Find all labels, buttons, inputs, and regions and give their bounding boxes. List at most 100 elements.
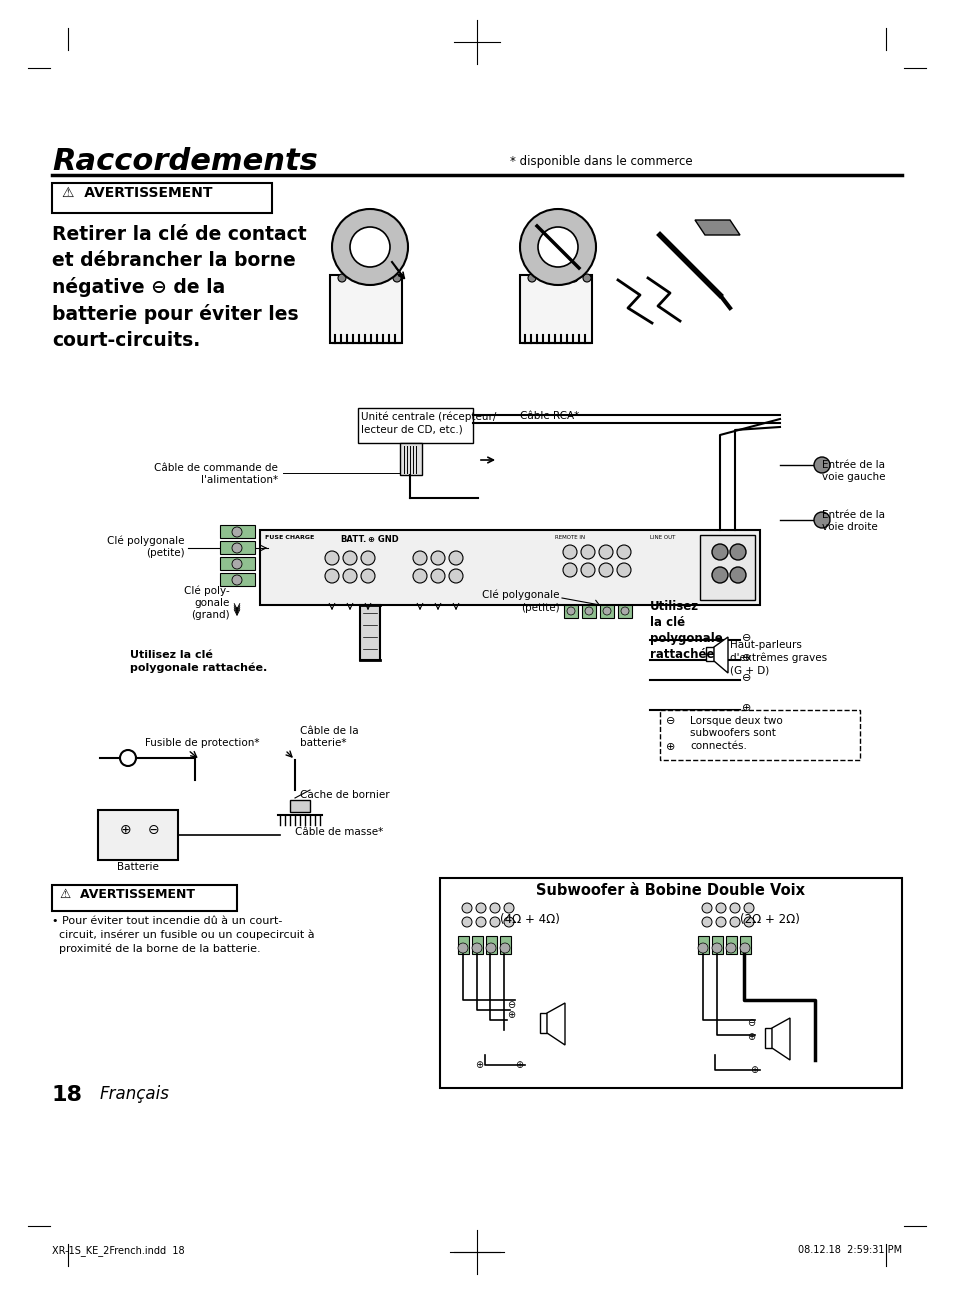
Circle shape [519, 210, 596, 285]
Circle shape [598, 545, 613, 559]
Bar [725, 936, 737, 954]
Text: ⊕: ⊕ [665, 741, 675, 752]
Text: Lorsque deux two
subwoofers sont
connectés.: Lorsque deux two subwoofers sont connect… [689, 716, 781, 751]
Text: Unité centrale (récepteur/
lecteur de CD, etc.): Unité centrale (récepteur/ lecteur de CD… [360, 411, 496, 435]
Text: Entrée de la
voie gauche: Entrée de la voie gauche [821, 459, 884, 483]
Circle shape [602, 607, 610, 615]
Circle shape [325, 569, 338, 584]
Polygon shape [695, 220, 740, 236]
Circle shape [232, 543, 242, 553]
Circle shape [413, 551, 427, 565]
Circle shape [393, 274, 400, 282]
Text: Raccordements: Raccordements [52, 148, 317, 176]
Circle shape [232, 559, 242, 569]
Bar [472, 936, 482, 954]
Circle shape [743, 917, 753, 927]
Text: ⊕: ⊕ [741, 653, 751, 663]
Circle shape [711, 543, 727, 560]
Text: 18: 18 [52, 1084, 83, 1105]
Text: Cache de bornier: Cache de bornier [299, 791, 389, 800]
Circle shape [556, 274, 563, 282]
Circle shape [449, 569, 462, 584]
Bar [700, 534, 754, 600]
Circle shape [476, 917, 485, 927]
Text: ⊕: ⊕ [475, 1060, 482, 1070]
Circle shape [701, 917, 711, 927]
Bar [659, 710, 859, 760]
Bar [98, 810, 178, 861]
Bar [519, 276, 592, 343]
Bar [698, 936, 708, 954]
Circle shape [701, 903, 711, 914]
Circle shape [332, 210, 408, 285]
Text: Fusible de protection*: Fusible de protection* [145, 738, 259, 748]
Bar [220, 525, 254, 538]
Text: ⊕: ⊕ [120, 823, 132, 837]
Text: 08.12.18  2:59:31 PM: 08.12.18 2:59:31 PM [797, 1245, 901, 1255]
Circle shape [325, 551, 338, 565]
Bar [618, 606, 631, 619]
Bar [499, 936, 511, 954]
Text: FUSE CHARGE: FUSE CHARGE [265, 534, 314, 540]
Circle shape [503, 903, 514, 914]
Circle shape [503, 917, 514, 927]
Text: Câble de masse*: Câble de masse* [294, 827, 383, 837]
Circle shape [729, 903, 740, 914]
Circle shape [537, 226, 578, 267]
Circle shape [729, 543, 745, 560]
Circle shape [620, 607, 628, 615]
Bar [399, 443, 421, 475]
Bar [599, 606, 614, 619]
Polygon shape [546, 1003, 564, 1046]
Circle shape [490, 917, 499, 927]
Circle shape [476, 903, 485, 914]
Text: Utilisez
la clé
polygonale
rattachée.: Utilisez la clé polygonale rattachée. [649, 600, 722, 661]
Circle shape [360, 569, 375, 584]
Bar [581, 606, 596, 619]
Text: ⚠  AVERTISSEMENT: ⚠ AVERTISSEMENT [62, 186, 213, 201]
Text: Entrée de la
voie droite: Entrée de la voie droite [821, 510, 884, 532]
Text: ⊕ GND: ⊕ GND [368, 534, 398, 543]
Bar [705, 647, 713, 661]
Circle shape [366, 274, 374, 282]
Bar [52, 885, 236, 911]
Text: BATT.: BATT. [339, 534, 366, 543]
Circle shape [490, 903, 499, 914]
Circle shape [716, 903, 725, 914]
Circle shape [562, 563, 577, 577]
Circle shape [343, 551, 356, 565]
Circle shape [120, 751, 136, 766]
Circle shape [457, 943, 468, 952]
Bar [439, 879, 901, 1088]
Text: * disponible dans le commerce: * disponible dans le commerce [510, 155, 692, 168]
Text: Subwoofer à Bobine Double Voix: Subwoofer à Bobine Double Voix [536, 883, 804, 898]
Circle shape [729, 567, 745, 584]
Circle shape [461, 903, 472, 914]
Circle shape [485, 943, 496, 952]
Circle shape [352, 274, 359, 282]
Bar [220, 541, 254, 554]
Text: Clé poly-
gonale
(grand): Clé poly- gonale (grand) [184, 585, 230, 620]
Circle shape [813, 512, 829, 528]
Circle shape [379, 274, 388, 282]
Text: Batterie: Batterie [117, 862, 159, 872]
Bar [52, 182, 272, 214]
Bar [357, 408, 473, 443]
Circle shape [232, 527, 242, 537]
Circle shape [698, 943, 707, 952]
Text: Retirer la clé de contact
et débrancher la borne
négative ⊖ de la
batterie pour : Retirer la clé de contact et débrancher … [52, 225, 306, 349]
Text: REMOTE IN: REMOTE IN [555, 534, 584, 540]
Circle shape [729, 917, 740, 927]
Circle shape [343, 569, 356, 584]
Text: ⊖: ⊖ [741, 633, 751, 643]
Circle shape [232, 575, 242, 585]
Text: LINE OUT: LINE OUT [649, 534, 675, 540]
Text: • Pour éviter tout incendie dû à un court-
  circuit, insérer un fusible ou un c: • Pour éviter tout incendie dû à un cour… [52, 916, 314, 954]
Text: ⊖: ⊖ [746, 1018, 755, 1027]
Text: ⊖: ⊖ [506, 1000, 515, 1011]
Bar [220, 573, 254, 586]
Bar [330, 276, 401, 343]
Circle shape [725, 943, 735, 952]
Text: ⊖: ⊖ [148, 823, 159, 837]
Bar [764, 1027, 771, 1048]
